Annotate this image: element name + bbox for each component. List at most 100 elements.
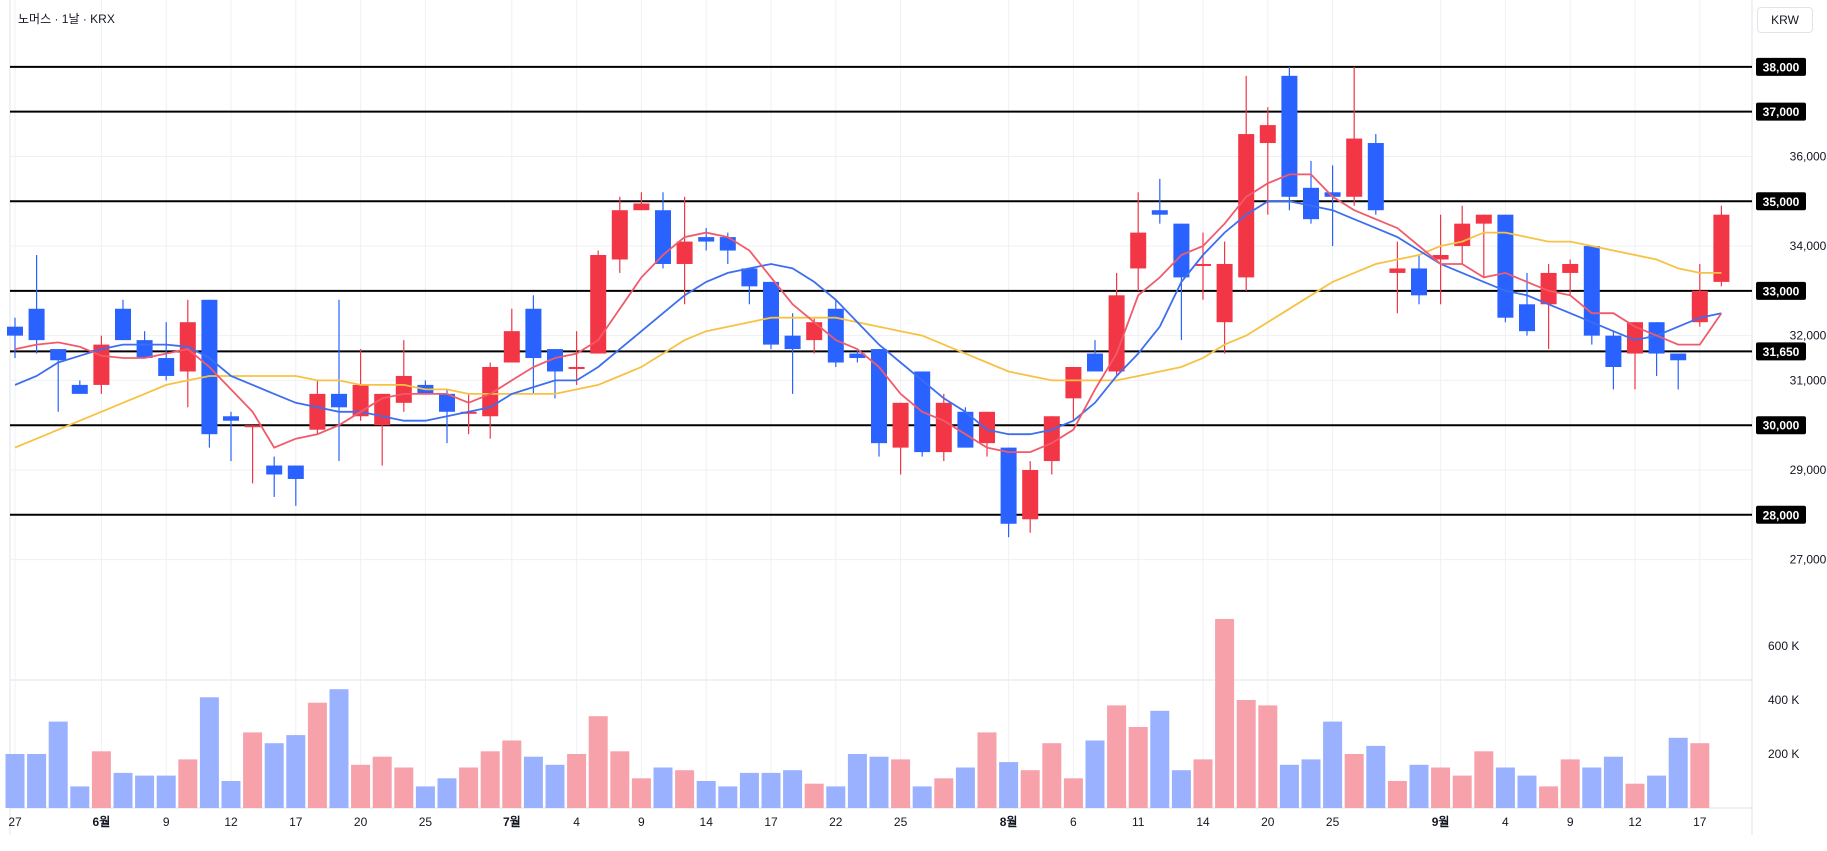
time-tick-label: 6 [1070, 815, 1077, 829]
candle-body [503, 331, 520, 363]
candle-body [1367, 143, 1384, 211]
time-tick-label: 9 [163, 815, 170, 829]
price-tick-label: 32,000 [1790, 329, 1827, 343]
time-tick-label: 20 [1261, 815, 1275, 829]
candle-body [806, 322, 823, 341]
level-badge [1756, 102, 1806, 121]
candle-body [784, 335, 801, 350]
candle-body [1562, 263, 1579, 273]
time-tick-label: 8월 [1000, 814, 1018, 829]
volume-bar [351, 764, 371, 808]
time-tick-label: 7월 [503, 814, 521, 829]
level-badge-label: 28,000 [1763, 508, 1800, 522]
level-badge [1756, 342, 1806, 361]
candle-body [309, 393, 326, 430]
candle-body [1411, 268, 1427, 296]
time-tick-label: 20 [354, 815, 368, 829]
volume-bar [372, 756, 392, 808]
candle-body [1303, 187, 1319, 220]
volume-bar [1560, 759, 1580, 808]
candle-body [115, 308, 131, 341]
volume-bar [523, 756, 543, 808]
time-tick-label: 14 [1196, 815, 1210, 829]
level-badge-label: 37,000 [1763, 105, 1800, 119]
volume-bar [437, 778, 457, 808]
candle-body [892, 402, 909, 448]
time-tick-label: 9월 [1432, 814, 1450, 829]
volume-bar [653, 767, 673, 808]
volume-bar [1215, 619, 1235, 808]
candle-body [698, 237, 715, 242]
chart-title: 노머스 · 1날 · KRX [18, 12, 115, 26]
candle-body [223, 416, 239, 421]
time-tick-label: 17 [1693, 815, 1707, 829]
volume-bar [1409, 764, 1429, 808]
candle-body [1627, 322, 1643, 354]
volume-bar [826, 786, 846, 808]
candle-body [957, 411, 974, 448]
volume-bar [156, 775, 176, 808]
candle-body [741, 268, 758, 287]
time-tick-label: 25 [894, 815, 908, 829]
level-badge-label: 33,000 [1763, 284, 1800, 298]
volume-bar [739, 772, 759, 808]
time-tick-label: 9 [638, 815, 645, 829]
volume-bar [631, 778, 651, 808]
candle-body [244, 425, 261, 428]
volume-bar [1171, 770, 1191, 808]
candle-body [7, 326, 23, 336]
volume-tick-label: 200 K [1768, 747, 1799, 761]
candle-body [1281, 75, 1298, 197]
candle-body [568, 366, 585, 369]
volume-bar [847, 754, 867, 808]
volume-bar [264, 743, 284, 808]
volume-bar [1366, 745, 1386, 808]
level-badge-label: 30,000 [1763, 419, 1800, 433]
volume-bar [804, 783, 824, 808]
volume-bar [869, 756, 889, 808]
price-tick-label: 27,000 [1790, 553, 1827, 567]
volume-bar [221, 781, 241, 808]
volume-bars [5, 619, 1710, 808]
volume-bar [1323, 721, 1343, 808]
candle-body [50, 349, 67, 361]
price-axis[interactable]: 27,000 29,000 31,000 32,000 34,000 36,000 [1790, 149, 1827, 566]
candle-body [547, 349, 563, 372]
horizontal-levels[interactable]: 28,000 30,000 31,650 33,000 35,000 37,000 38,0… [10, 57, 1806, 524]
candle-body [1065, 366, 1082, 399]
volume-bar [178, 759, 198, 808]
volume-bar [329, 689, 349, 808]
currency-button[interactable]: KRW [1757, 7, 1813, 33]
volume-bar [1258, 705, 1278, 808]
time-tick-label: 4 [1502, 815, 1509, 829]
volume-bar [1279, 764, 1299, 808]
volume-bar [27, 754, 47, 808]
time-axis[interactable]: 27 6월 9 12 17 20 25 7월 4 9 14 17 22 25 8월 6 11 14 20 25 9월 4 9… [8, 814, 1706, 829]
volume-bar [1647, 775, 1667, 808]
volume-bar [718, 786, 738, 808]
level-badge-label: 38,000 [1763, 60, 1800, 74]
ma_yellow-line [14, 231, 1722, 449]
time-tick-label: 12 [1628, 815, 1642, 829]
volume-bar [761, 772, 781, 808]
volume-bar [545, 764, 565, 808]
time-tick-label: 17 [764, 815, 778, 829]
candle-body [763, 281, 779, 345]
volume-bar [91, 751, 111, 808]
volume-bar [1625, 783, 1645, 808]
candle-body [611, 210, 628, 260]
candle-body [28, 308, 45, 341]
volume-bar [1539, 786, 1559, 808]
time-tick-label: 6월 [93, 814, 111, 829]
candle-body [633, 203, 650, 211]
level-badge [1756, 505, 1806, 524]
volume-bar [934, 778, 954, 808]
price-tick-label: 31,000 [1790, 373, 1827, 387]
candle-body [1346, 138, 1363, 197]
volume-bar [675, 770, 695, 808]
time-tick-label: 17 [289, 815, 303, 829]
candle-body [1259, 125, 1276, 144]
candle-body [1108, 295, 1125, 372]
